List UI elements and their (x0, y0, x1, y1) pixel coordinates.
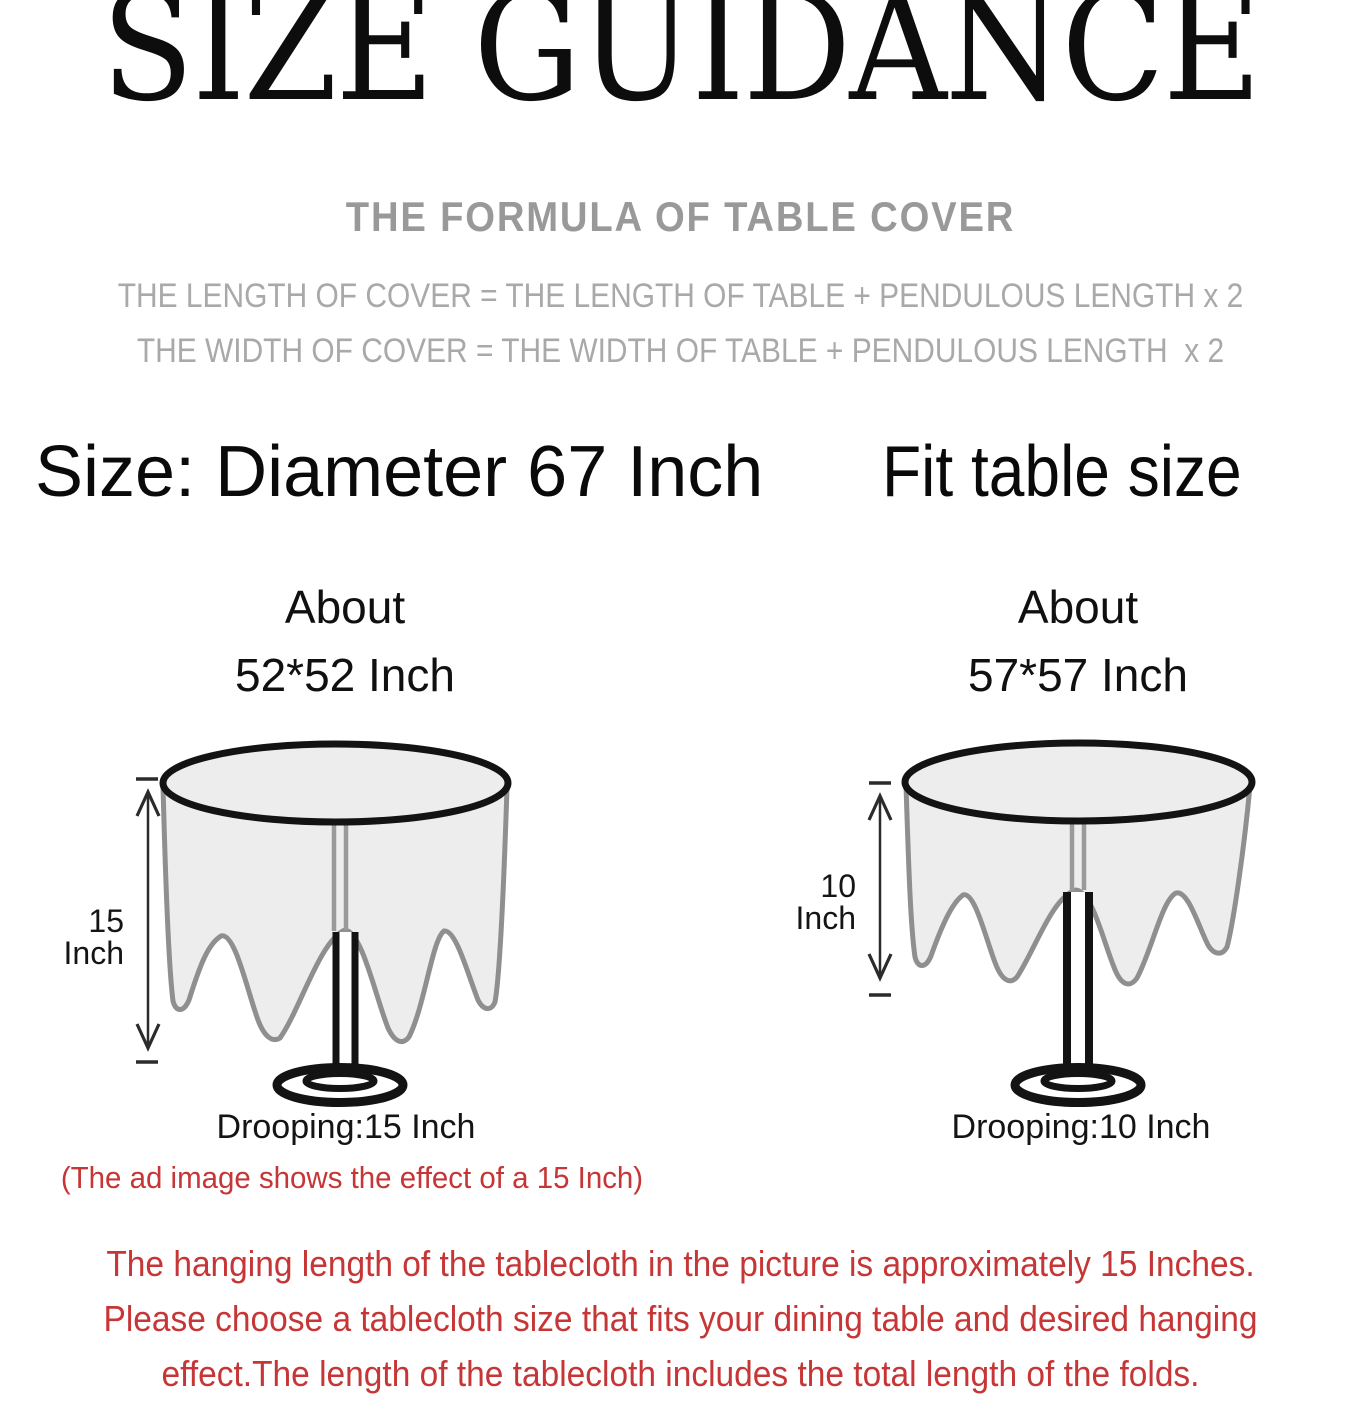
footer-note-line-3: effect.The length of the tablecloth incl… (161, 1353, 1200, 1394)
right-drooping-label: Drooping:10 Inch (951, 1108, 1211, 1146)
ad-effect-note: (The ad image shows the effect of a 15 I… (60, 1160, 644, 1195)
left-drop-dimension-label: 15 Inch (63, 903, 124, 971)
right-size-value: 57*57 Inch (968, 649, 1188, 701)
table-illustration-right (867, 739, 1256, 1107)
left-column-heading: Size: Diameter 67 Inch (35, 432, 764, 512)
pedestal-column (337, 932, 353, 1078)
footer-note-line-2: Please choose a tablecloth size that fit… (103, 1298, 1258, 1339)
tabletop-ellipse (901, 739, 1256, 825)
footer-note-line-1: The hanging length of the tablecloth in … (106, 1243, 1255, 1284)
tabletop-ellipse (159, 740, 512, 826)
tablecloth-drape (903, 782, 1253, 987)
formula-line-length: THE LENGTH OF COVER = THE LENGTH OF TABL… (117, 277, 1244, 315)
left-drooping-label: Drooping:15 Inch (216, 1108, 476, 1146)
formula-line-width: THE WIDTH OF COVER = THE WIDTH OF TABLE … (136, 332, 1225, 370)
dimension-arrow (867, 781, 893, 997)
right-column-heading: Fit table size (882, 432, 1242, 512)
dimension-arrow (135, 777, 161, 1064)
right-drop-dimension-label: 10 Inch (795, 868, 856, 936)
pedestal-column (1070, 892, 1086, 1076)
table-illustration-left (135, 740, 512, 1107)
right-about-label: About (1017, 581, 1139, 633)
pedestal-base-inner (1040, 1070, 1116, 1092)
pedestal-base-inner (302, 1070, 378, 1092)
left-size-value: 52*52 Inch (235, 649, 455, 701)
page-title: SIZE GUIDANCE (101, 0, 1261, 135)
left-about-label: About (284, 581, 406, 633)
formula-heading: THE FORMULA OF TABLE COVER (345, 193, 1016, 240)
